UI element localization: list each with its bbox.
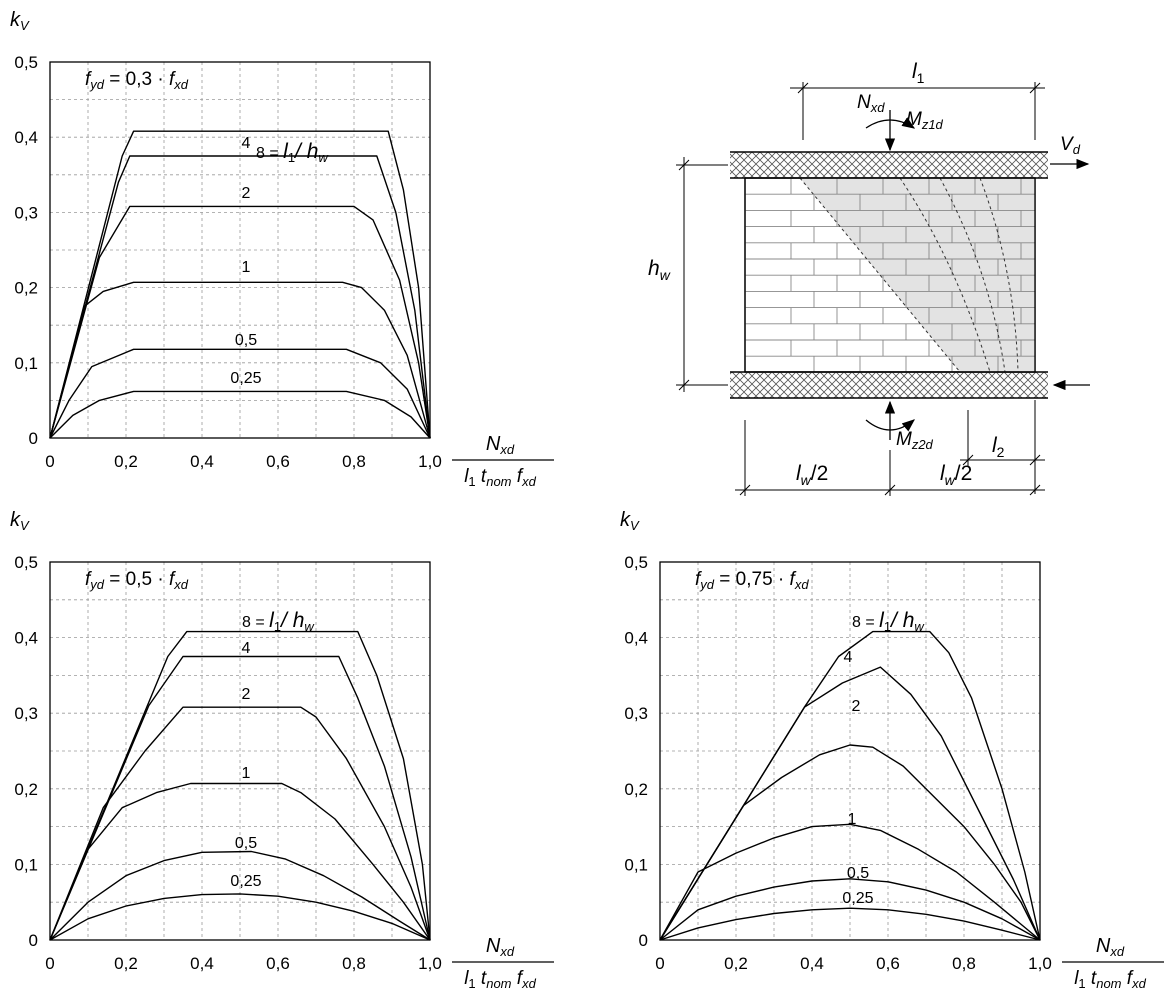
x-tick-label: 0,6 [266, 954, 290, 973]
x-tick-label: 0,8 [342, 954, 366, 973]
x-tick-label: 0,6 [876, 954, 900, 973]
x-axis-label-denominator: l1 tnom fxd [1074, 968, 1146, 991]
grid [660, 562, 1040, 940]
y-axis-label: kV [10, 9, 30, 33]
x-axis-label-denominator: l1 tnom fxd [464, 466, 536, 489]
series-label: 2 [242, 185, 251, 202]
x-axis-label-denominator: l1 tnom fxd [464, 968, 536, 991]
x-tick-label: 1,0 [418, 452, 442, 471]
brick-wall [745, 178, 1035, 372]
x-tick-label: 0 [45, 954, 54, 973]
lw-half-right-label: lw/2 [940, 462, 972, 488]
series-label: 4 [242, 135, 251, 152]
y-tick-label: 0,2 [14, 279, 38, 298]
x-tick-label: 0,4 [190, 954, 214, 973]
y-tick-label: 0,4 [14, 629, 38, 648]
x-axis-label-numerator: Nxd [486, 433, 515, 457]
condition-label: fyd = 0,75 · fxd [695, 569, 809, 592]
y-tick-label: 0,5 [14, 53, 38, 72]
bottom-slab [730, 372, 1048, 398]
lw-half-left-label: lw/2 [796, 462, 828, 488]
x-tick-label: 0 [655, 954, 664, 973]
series-label: 8 = l1/ hw [256, 140, 329, 165]
series-label: 0,5 [235, 835, 257, 852]
y-tick-label: 0,2 [624, 780, 648, 799]
y-tick-label: 0,2 [14, 780, 38, 799]
chart-2: 0 0,2 0,4 0,6 0,8 1,0 0 0,1 0,2 0,3 0,4 0,5 kV fyd = … [10, 509, 554, 991]
condition-label: fyd = 0,3 · fxd [85, 69, 189, 92]
series-label: 4 [242, 640, 251, 657]
x-axis-label-numerator: Nxd [1096, 935, 1125, 959]
y-tick-label: 0,4 [14, 128, 38, 147]
series-label: 0,5 [847, 865, 869, 882]
series-label: 1 [242, 259, 251, 276]
nxd-label: Nxd [857, 92, 885, 115]
chart-1: 0 0,2 0,4 0,6 0,8 1,0 0 0,1 0,2 0,3 0,4 0,5 kV fyd = … [10, 9, 554, 489]
x-tick-label: 0,2 [114, 452, 138, 471]
x-tick-label: 1,0 [418, 954, 442, 973]
y-tick-label: 0,3 [14, 704, 38, 723]
series-label: 1 [242, 765, 251, 782]
x-tick-label: 0 [45, 452, 54, 471]
series-label: 8 = l1/ hw [852, 609, 925, 634]
hw-dimension [676, 157, 728, 392]
x-tick-label: 0,8 [342, 452, 366, 471]
y-tick-label: 0,3 [14, 203, 38, 222]
y-axis-label: kV [620, 509, 640, 533]
y-tick-label: 0,4 [624, 629, 648, 648]
y-tick-label: 0,5 [624, 553, 648, 572]
series-label: 2 [242, 686, 251, 703]
series-label: 1 [848, 811, 857, 828]
series-label: 8 = l1/ hw [242, 609, 315, 634]
y-tick-label: 0 [29, 931, 38, 950]
mz1d-label: Mz1d [906, 109, 944, 132]
y-tick-label: 0,3 [624, 704, 648, 723]
mz2d-label: Mz2d [896, 429, 934, 452]
y-tick-label: 0,1 [14, 855, 38, 874]
hw-label: hw [648, 257, 671, 283]
series-label: 0,25 [842, 890, 873, 907]
series-label: 2 [852, 698, 861, 715]
x-tick-label: 0,4 [190, 452, 214, 471]
x-tick-label: 0,4 [800, 954, 824, 973]
y-tick-label: 0,1 [14, 354, 38, 373]
y-tick-label: 0 [639, 931, 648, 950]
y-axis-label: kV [10, 509, 30, 533]
top-slab [730, 152, 1048, 178]
series-label: 0,5 [235, 332, 257, 349]
x-axis-label-numerator: Nxd [486, 935, 515, 959]
x-tick-label: 0,8 [952, 954, 976, 973]
l1-label: l1 [912, 60, 925, 86]
wall-diagram: l1 Nxd Mz1d Vd hw Mz2d l2 [648, 60, 1090, 496]
x-tick-label: 0,6 [266, 452, 290, 471]
x-tick-label: 0,2 [724, 954, 748, 973]
series-label: 0,25 [230, 873, 261, 890]
series-label: 0,25 [230, 370, 261, 387]
series-label: 4 [844, 649, 853, 666]
x-tick-label: 0,2 [114, 954, 138, 973]
y-tick-label: 0,1 [624, 855, 648, 874]
x-tick-label: 1,0 [1028, 954, 1052, 973]
y-tick-label: 0,5 [14, 553, 38, 572]
l2-label: l2 [992, 434, 1005, 460]
y-tick-label: 0 [29, 429, 38, 448]
chart-3: 0 0,2 0,4 0,6 0,8 1,0 0 0,1 0,2 0,3 0,4 0,5 kV fyd = … [620, 509, 1164, 991]
vd-label: Vd [1060, 134, 1081, 157]
condition-label: fyd = 0,5 · fxd [85, 569, 189, 592]
